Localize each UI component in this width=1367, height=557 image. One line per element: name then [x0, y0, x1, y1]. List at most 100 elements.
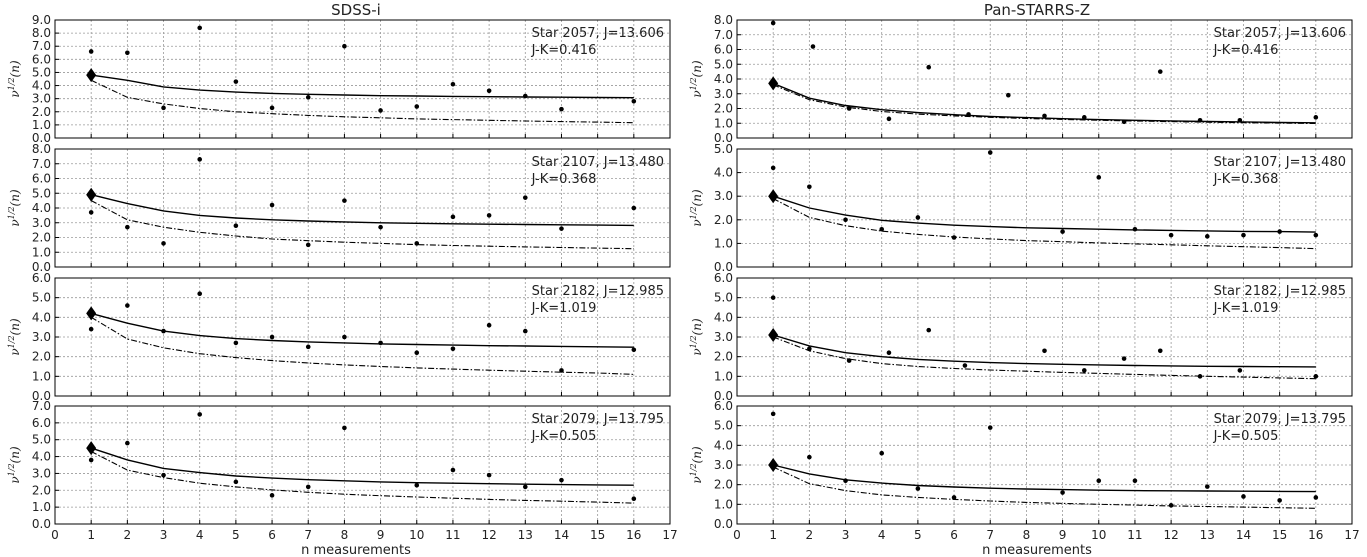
first-measurement-marker — [768, 458, 779, 472]
panel-sdss-0: 0.01.02.03.04.05.06.07.08.09.0 ν1/2(n) Sta… — [7, 13, 671, 145]
data-point — [1237, 118, 1243, 123]
solid-curve — [772, 334, 1316, 368]
data-point — [1132, 478, 1138, 484]
first-measurement-marker — [86, 306, 97, 321]
data-point — [1313, 495, 1319, 500]
x-tick-label: 12 — [481, 528, 496, 542]
data-point — [486, 472, 492, 478]
y-tick-label: 5.0 — [714, 57, 733, 71]
x-tick-label: 7 — [304, 528, 312, 542]
y-tick-label: 3.0 — [714, 458, 733, 472]
x-tick-label: 7 — [986, 528, 994, 542]
data-point — [962, 363, 968, 368]
y-tick-label: 3.0 — [714, 189, 733, 203]
solid-curve — [773, 464, 1316, 493]
data-point — [1157, 348, 1163, 354]
solid-curve — [91, 312, 634, 348]
y-tick-label: 1.0 — [32, 118, 51, 132]
data-point — [450, 214, 456, 220]
plot-frame — [54, 19, 671, 139]
y-tick-label: 3.0 — [32, 216, 51, 230]
first-measurement-marker — [768, 328, 779, 343]
data-point — [559, 368, 564, 373]
y-tick-label: 8.0 — [32, 26, 51, 40]
x-tick-label: 3 — [160, 528, 168, 542]
y-tick-label: 1.0 — [714, 497, 733, 511]
y-tick-label: 1.0 — [32, 500, 51, 514]
y-tick-label: 0.0 — [714, 260, 733, 274]
data-point — [125, 440, 130, 446]
data-point — [1121, 119, 1127, 125]
x-tick-label: 8 — [1023, 528, 1031, 542]
star-annotation: J-K=1.019 — [531, 301, 597, 316]
data-point — [1157, 69, 1163, 74]
x-tick-label: 11 — [1127, 528, 1142, 542]
y-tick-label: 2.0 — [714, 102, 733, 116]
x-tick-label: 10 — [1091, 528, 1106, 542]
plot-frame — [736, 277, 1353, 397]
star-annotation: Star 2079, J=13.795 — [532, 412, 664, 427]
data-point — [1277, 229, 1282, 234]
x-tick-label: 17 — [662, 528, 677, 542]
data-point — [1168, 503, 1174, 508]
x-tick-label: 16 — [626, 528, 641, 542]
panel-sdss-3: 0.01.02.03.04.05.06.07.00 1 2 3 4 5 6 7 8 9 10 11 12… — [7, 399, 678, 542]
y-tick-label: 7.0 — [32, 157, 51, 171]
star-annotation: Star 2182, J=12.985 — [1214, 284, 1346, 299]
data-point — [1121, 356, 1127, 361]
data-point — [559, 106, 564, 112]
data-point — [305, 242, 311, 248]
data-point — [1042, 348, 1047, 354]
data-point — [1197, 118, 1203, 123]
data-point — [1277, 498, 1282, 503]
first-measurement-marker — [86, 68, 97, 83]
x-tick-label: 14 — [554, 528, 569, 542]
panel-panstarrs-2: 0.0 1.0 2.0 3.0 4.0 5.0 6.0 ν1/2(n) Star 2182, J… — [689, 271, 1353, 403]
data-point — [161, 328, 166, 334]
x-tick-label: 5 — [914, 528, 922, 542]
star-annotation: J-K=0.416 — [1213, 43, 1279, 58]
data-point — [305, 95, 311, 100]
data-point — [807, 454, 812, 460]
panel-panstarrs-1: 0.0 1.0 2.0 3.0 4.0 5.0 ν1/2(n) Star 2107, J=13… — [689, 142, 1353, 274]
y-tick-label: 4.0 — [32, 79, 51, 93]
column-title-right: Pan-STARRS-Z — [984, 1, 1090, 19]
y-tick-label: 4.0 — [32, 450, 51, 464]
data-point — [631, 347, 637, 353]
y-axis-label: ν1/2(n) — [689, 318, 704, 356]
data-point — [522, 328, 528, 334]
data-point — [631, 205, 637, 211]
data-point — [269, 493, 275, 498]
x-tick-label: 2 — [806, 528, 814, 542]
star-annotation: Star 2107, J=13.480 — [532, 155, 664, 170]
column-title-left: SDSS-i — [331, 1, 381, 19]
data-point — [125, 50, 130, 56]
data-point — [1006, 92, 1011, 98]
data-point — [161, 241, 166, 246]
data-point — [88, 326, 94, 332]
data-point — [378, 224, 383, 230]
dash-dot-curve — [772, 466, 1316, 509]
data-point — [522, 93, 528, 99]
data-point — [522, 195, 528, 200]
y-tick-label: 1.0 — [714, 236, 733, 250]
x-tick-label: 1 — [769, 528, 777, 542]
data-point — [269, 105, 275, 111]
star-annotation: J-K=0.505 — [1213, 429, 1279, 444]
data-point — [631, 496, 637, 502]
plot-frame — [54, 405, 671, 525]
data-point — [1168, 232, 1174, 238]
y-tick-label: 8.0 — [32, 142, 51, 156]
x-axis-label-left: n measurements — [301, 543, 411, 557]
y-tick-label: 5.0 — [32, 186, 51, 200]
data-point — [915, 215, 921, 220]
star-annotation: Star 2057, J=13.606 — [532, 26, 664, 41]
y-tick-label: 0.0 — [32, 389, 51, 403]
dash-dot-curve — [772, 198, 1316, 250]
y-tick-label: 3.0 — [32, 330, 51, 344]
data-point — [342, 334, 347, 340]
x-tick-label: 11 — [445, 528, 460, 542]
data-point — [926, 327, 932, 333]
x-tick-label: 6 — [268, 528, 276, 542]
first-measurement-marker — [768, 76, 779, 91]
